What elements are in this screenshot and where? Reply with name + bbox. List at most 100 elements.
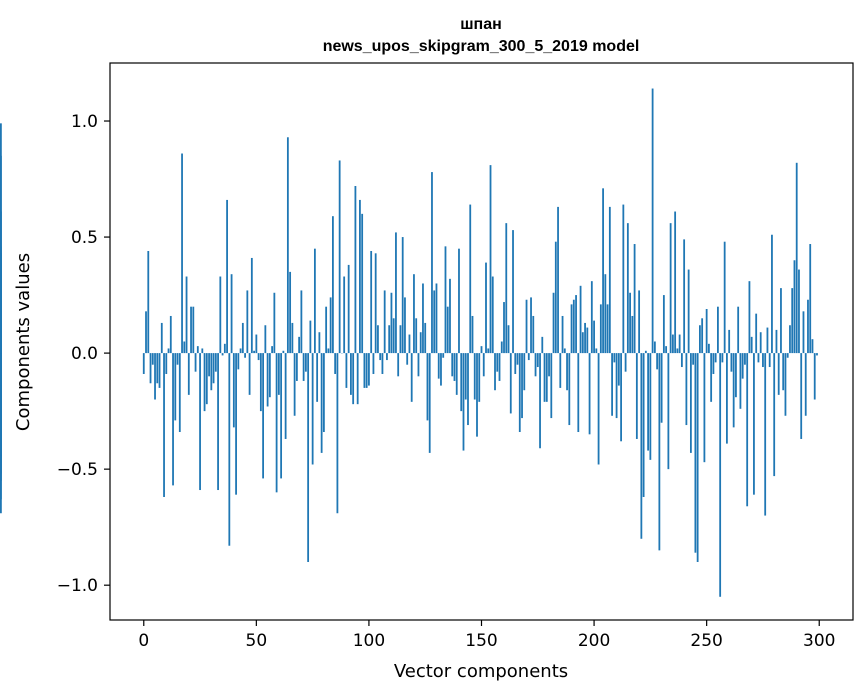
bar xyxy=(595,348,597,353)
y-tick-label: 0.5 xyxy=(71,228,98,248)
bar xyxy=(314,249,316,353)
bar xyxy=(391,293,393,353)
bar xyxy=(451,353,453,376)
bar xyxy=(737,307,739,353)
bar xyxy=(231,274,233,353)
bar xyxy=(242,323,244,353)
bar xyxy=(190,307,192,353)
bar xyxy=(321,353,323,453)
y-axis-label: Components values xyxy=(13,253,34,431)
bar xyxy=(300,290,302,353)
bar xyxy=(710,353,712,402)
bar xyxy=(726,353,728,444)
bar xyxy=(769,353,771,367)
y-tick-label: 1.0 xyxy=(71,112,98,132)
bar xyxy=(328,348,330,353)
bar xyxy=(305,353,307,372)
bar xyxy=(728,330,730,353)
bar xyxy=(346,353,348,388)
bar xyxy=(611,353,613,416)
bar xyxy=(767,328,769,354)
bar xyxy=(679,335,681,354)
bar xyxy=(287,137,289,353)
bar xyxy=(348,265,350,353)
bar xyxy=(411,353,413,402)
bar xyxy=(798,270,800,354)
bar xyxy=(159,353,161,388)
bar xyxy=(199,353,201,490)
bar xyxy=(460,353,462,411)
bar xyxy=(406,353,408,365)
bar xyxy=(785,353,787,416)
bar xyxy=(796,163,798,353)
bar xyxy=(604,274,606,353)
bar xyxy=(445,246,447,353)
plot-frame xyxy=(110,63,853,620)
bar xyxy=(170,316,172,353)
bar xyxy=(154,353,156,399)
bar xyxy=(355,186,357,353)
bar xyxy=(422,283,424,353)
x-tick-label: 200 xyxy=(578,631,610,651)
bar xyxy=(598,353,600,464)
bar xyxy=(773,353,775,476)
bar xyxy=(620,353,622,441)
bar xyxy=(794,260,796,353)
bar xyxy=(749,281,751,353)
bar xyxy=(704,353,706,462)
bar xyxy=(609,207,611,353)
bar xyxy=(586,328,588,354)
x-tick-label: 100 xyxy=(353,631,385,651)
bar xyxy=(512,230,514,353)
bar xyxy=(577,353,579,432)
bar xyxy=(161,323,163,353)
bar xyxy=(404,297,406,353)
bar xyxy=(318,332,320,353)
bar xyxy=(294,353,296,416)
bar xyxy=(744,353,746,365)
bar xyxy=(269,353,271,397)
bar xyxy=(548,353,550,376)
bar xyxy=(541,337,543,353)
bar xyxy=(183,342,185,354)
bar xyxy=(246,290,248,353)
bar xyxy=(699,325,701,353)
bar xyxy=(393,318,395,353)
bar xyxy=(589,353,591,434)
bar xyxy=(483,353,485,376)
bar xyxy=(262,353,264,478)
bar xyxy=(469,205,471,354)
bar xyxy=(303,353,305,381)
bar xyxy=(805,353,807,416)
bar xyxy=(625,353,627,372)
bar xyxy=(278,353,280,395)
bar xyxy=(402,237,404,353)
bar xyxy=(742,353,744,379)
bar xyxy=(456,353,458,395)
bar xyxy=(539,353,541,448)
bar xyxy=(535,353,537,376)
bar xyxy=(332,216,334,353)
bar xyxy=(575,295,577,353)
bar xyxy=(215,353,217,372)
bar xyxy=(517,353,519,365)
bar xyxy=(204,353,206,411)
bar xyxy=(636,353,638,439)
bar xyxy=(780,288,782,353)
bar xyxy=(253,351,255,353)
bar xyxy=(494,353,496,390)
bar xyxy=(771,235,773,353)
bar xyxy=(366,353,368,388)
bar xyxy=(812,339,814,353)
bar xyxy=(809,244,811,353)
bar xyxy=(787,353,789,358)
bar xyxy=(249,353,251,395)
bar xyxy=(685,353,687,425)
bar xyxy=(559,353,561,388)
bar xyxy=(244,353,246,358)
bar xyxy=(397,353,399,376)
bar xyxy=(478,353,480,402)
bar xyxy=(447,307,449,353)
bar xyxy=(631,316,633,353)
